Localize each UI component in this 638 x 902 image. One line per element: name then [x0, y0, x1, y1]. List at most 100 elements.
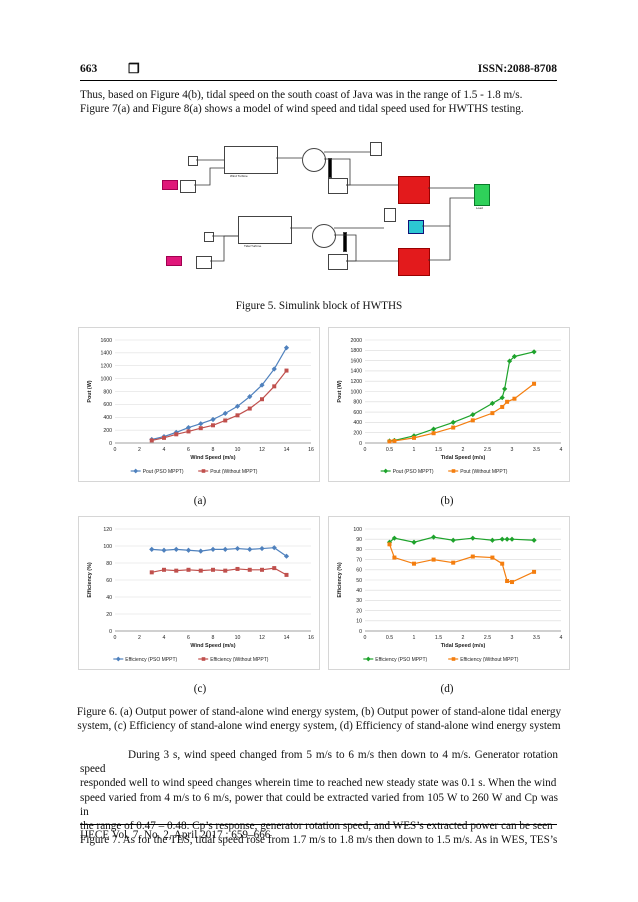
x-tick-label: 1.5: [435, 635, 442, 641]
subfig-label-a: (a): [193, 495, 207, 507]
data-point: [149, 546, 155, 552]
legend-marker: [115, 656, 121, 662]
simulink-diagram: Wind Turbine Tidal Turbine Load: [160, 128, 490, 292]
data-point: [504, 536, 510, 542]
data-point: [235, 413, 240, 418]
y-tick-label: 100: [103, 544, 112, 550]
legend-marker: [451, 469, 456, 473]
data-point: [234, 545, 241, 552]
legend-label: Pout (Without MPPT): [460, 469, 508, 475]
data-point: [531, 537, 537, 543]
y-tick-label: 1600: [350, 358, 362, 364]
data-point: [272, 384, 277, 389]
pmsg-block-1: [302, 148, 326, 172]
chart-c-frame: 0 20 40 60 80 100 120 0 2 4 6 8 10 12 14 16 Wind Speed (…: [78, 516, 320, 670]
chart-d-frame: 0 10 20 30 40 50 60 70 80 90 100 0 0.5 1 1.5 2 2.5 3 3.5 4 T…: [328, 516, 570, 670]
y-tick-label: 20: [106, 612, 112, 618]
legend-marker: [201, 657, 206, 661]
chart-a: 0 200 400 600 800 1000 1200 1400 1600 0 2 4 6 8 10 12 14…: [87, 338, 314, 475]
x-tick-label: 0.5: [386, 635, 393, 641]
x-tick-label: 12: [259, 635, 265, 641]
y-axis-label: Pout (W): [87, 380, 93, 402]
signal-builder-block-2: [196, 256, 212, 269]
scope-block-1: [370, 142, 382, 156]
x-tick-label: 6: [187, 447, 190, 453]
simulink-wires: [194, 151, 474, 262]
body-line: During 3 s, wind speed changed from 5 m/…: [80, 749, 558, 776]
data-point: [392, 438, 397, 443]
x-tick-label: 4: [560, 635, 563, 641]
data-point: [162, 567, 166, 572]
data-point: [283, 345, 290, 351]
y-tick-label: 100: [353, 527, 362, 533]
data-point: [259, 545, 265, 552]
data-point: [431, 557, 436, 562]
intro-paragraph: Thus, based on Figure 4(b), tidal speed …: [80, 88, 558, 116]
x-tick-label: 0: [114, 447, 117, 453]
y-tick-label: 120: [103, 527, 112, 533]
data-point: [271, 366, 277, 372]
header-rule: [80, 80, 557, 81]
data-point: [186, 567, 191, 572]
data-point: [174, 432, 179, 437]
legend-label: Efficiency (Without MPPT): [460, 657, 519, 663]
x-tick-label: 2: [462, 447, 465, 453]
figure6-caption: Figure 6. (a) Output power of stand-alon…: [70, 705, 568, 733]
data-point: [412, 561, 416, 566]
data-point: [161, 547, 167, 553]
y-tick-label: 50: [356, 578, 362, 584]
data-point: [210, 416, 216, 423]
x-tick-label: 2: [462, 635, 465, 641]
motor-readout-2: [343, 232, 347, 252]
data-point: [271, 545, 277, 551]
chart-b-frame: 0 200 400 600 800 1000 1200 1400 1600 1800 2000 0 0.…: [328, 327, 570, 482]
data-point: [173, 546, 179, 552]
body-line: speed varied from 4 m/s to 6 m/s, power …: [80, 791, 558, 818]
x-tick-label: 3: [511, 447, 514, 453]
rectifier-block-2: [328, 254, 348, 270]
legend-label: Pout (Without MPPT): [210, 469, 258, 475]
y-tick-label: 200: [353, 431, 362, 437]
subfig-label-b: (b): [440, 495, 454, 507]
data-point: [470, 418, 475, 423]
y-tick-label: 1800: [350, 348, 362, 354]
data-point: [512, 396, 517, 401]
y-tick-label: 80: [106, 561, 112, 567]
x-tick-label: 2.5: [484, 447, 491, 453]
data-point: [505, 579, 510, 584]
legend-label: Efficiency (PSO MPPT): [125, 657, 177, 663]
x-tick-label: 8: [212, 635, 215, 641]
data-point: [470, 412, 476, 418]
data-point: [211, 567, 215, 572]
constant-block-1: [188, 156, 198, 166]
motor-readout-1: [328, 158, 332, 178]
data-point: [451, 425, 456, 430]
wind-profile-block: [162, 180, 178, 190]
y-tick-label: 600: [103, 402, 112, 408]
data-point: [222, 410, 228, 416]
y-tick-label: 400: [353, 420, 362, 426]
box-glyph-icon: ❒: [128, 61, 140, 76]
x-axis-label: Wind Speed (m/s): [190, 643, 235, 649]
data-point: [198, 421, 204, 427]
data-point: [186, 429, 191, 434]
data-point: [502, 386, 508, 392]
legend-marker: [383, 468, 389, 474]
y-tick-label: 0: [359, 629, 362, 635]
y-axis-label: Efficiency (%): [337, 562, 343, 598]
data-point: [532, 569, 537, 574]
data-point: [259, 382, 265, 388]
data-point: [470, 554, 475, 559]
data-point: [450, 419, 456, 425]
data-point: [470, 535, 476, 541]
legend-label: Efficiency (PSO MPPT): [375, 657, 427, 663]
figure5-caption: Figure 5. Simulink block of HWTHS: [235, 300, 403, 312]
legend-label: Pout (PSO MPPT): [143, 469, 184, 475]
data-point: [247, 546, 253, 552]
footer-text: IJECE Vol. 7, No. 2, April 2017 : 659–66…: [80, 829, 271, 841]
y-tick-label: 1400: [350, 369, 362, 375]
signal-builder-block-1: [180, 180, 196, 193]
tidal-turbine-subsystem: [238, 216, 292, 244]
data-point: [387, 542, 392, 547]
intro-line: Figure 7(a) and Figure 8(a) shows a mode…: [80, 103, 524, 116]
